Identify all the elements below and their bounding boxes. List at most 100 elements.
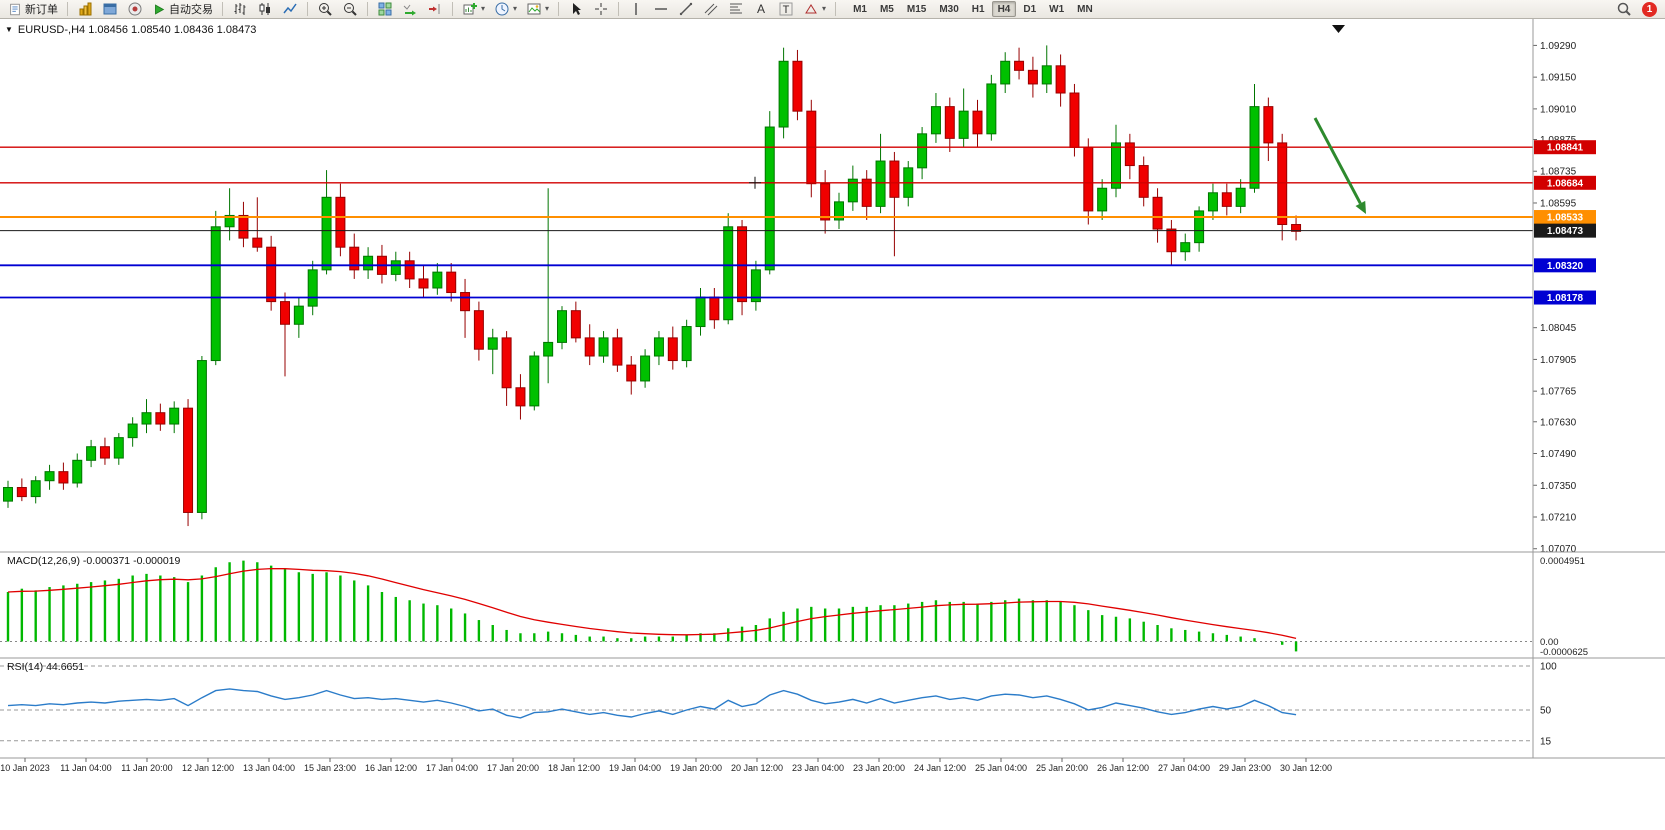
timeframe-button-W1[interactable]: W1: [1049, 3, 1065, 15]
shapes-dropdown[interactable]: ▾: [799, 1, 830, 18]
vertical-line-icon: [635, 3, 637, 15]
template-dropdown[interactable]: ▾: [522, 1, 553, 18]
cursor-tool-button[interactable]: [564, 1, 588, 18]
notification-badge[interactable]: 1: [1642, 1, 1657, 17]
zoom-in-icon: [319, 3, 332, 16]
search-button[interactable]: [1612, 1, 1636, 18]
candle-body: [86, 446, 97, 461]
dropdown-caret-icon: ▾: [545, 4, 550, 13]
period-dropdown[interactable]: ▾: [490, 1, 521, 18]
candle-body: [1138, 165, 1149, 198]
bar-chart-button[interactable]: [228, 1, 252, 18]
candle-body: [1083, 146, 1094, 212]
time-axis-label: 12 Jan 12:00: [182, 763, 234, 773]
candle-body: [1207, 192, 1218, 212]
zoom-in-button[interactable]: [313, 1, 337, 18]
candle-body: [986, 83, 997, 135]
dropdown-caret-icon: ▾: [513, 4, 518, 13]
candle-body: [183, 407, 194, 513]
candle-body: [543, 341, 554, 357]
charts-button[interactable]: [73, 1, 97, 18]
alerts-icon: [128, 2, 142, 16]
alerts-button[interactable]: [123, 1, 147, 18]
rsi-label: RSI(14) 44.6651: [7, 661, 85, 673]
channel-tool[interactable]: [699, 1, 723, 18]
zoom-out-icon: [344, 3, 357, 16]
time-axis-label: 23 Jan 20:00: [853, 763, 905, 773]
timeframe-button-M30[interactable]: M30: [939, 3, 959, 15]
price-badge-label: 1.08684: [1547, 178, 1584, 189]
candle-body: [390, 260, 401, 275]
time-axis-label: 29 Jan 23:00: [1219, 763, 1271, 773]
crosshair-tool-button[interactable]: [589, 1, 613, 18]
candle-body: [1180, 242, 1191, 253]
line-chart-icon: [283, 3, 297, 14]
timeframe-button-M1[interactable]: M1: [853, 3, 867, 15]
dropdown-caret-icon: ▾: [481, 4, 486, 13]
crosshair-icon: [595, 3, 608, 15]
rsi-pane: 100 50 15: [0, 662, 1557, 747]
price-axis-label: 1.09290: [1540, 41, 1577, 52]
rsi-axis-label: 100: [1540, 662, 1557, 673]
timeframe-button-M5[interactable]: M5: [879, 3, 894, 15]
fibonacci-tool[interactable]: [724, 1, 748, 18]
price-badge: [1534, 223, 1596, 238]
candle-body: [224, 214, 235, 228]
candle-body: [1014, 60, 1025, 71]
line-chart-button[interactable]: [278, 1, 302, 18]
time-axis-label: 23 Jan 04:00: [792, 763, 844, 773]
trendline-tool[interactable]: [674, 1, 698, 18]
candle-body: [750, 269, 761, 303]
chart-shift-button[interactable]: [423, 1, 447, 18]
timeframe-button-H4[interactable]: H4: [991, 1, 1017, 17]
timeframe-button-M15[interactable]: M15: [906, 3, 927, 15]
new-order-button[interactable]: 新订单: [4, 1, 62, 18]
arrow-shaft[interactable]: [1313, 117, 1362, 205]
candle-body: [667, 337, 678, 362]
auto-scroll-button[interactable]: [398, 1, 422, 18]
horizontal-line-tool[interactable]: [649, 1, 673, 18]
candle-body: [501, 337, 512, 389]
zoom-out-button[interactable]: [338, 1, 362, 18]
candle-body: [58, 471, 69, 484]
candle-body: [210, 226, 221, 362]
collapse-arrow-icon[interactable]: ▼: [5, 25, 13, 34]
candlestick-series: [3, 45, 1302, 527]
text-label-tool[interactable]: T: [774, 1, 798, 18]
macd-label: MACD(12,26,9) -0.000371 -0.000019: [7, 555, 181, 567]
time-axis-label: 25 Jan 04:00: [975, 763, 1027, 773]
tile-windows-button[interactable]: [373, 1, 397, 18]
new-chart-dropdown[interactable]: ▾: [458, 1, 489, 18]
candle-body: [598, 337, 609, 357]
toolbar-separator: [558, 2, 560, 16]
candle-body: [280, 301, 290, 325]
time-axis-label: 25 Jan 20:00: [1036, 763, 1088, 773]
candlestick-chart-button[interactable]: [253, 1, 277, 18]
timeframe-button-D1[interactable]: D1: [1023, 3, 1037, 15]
text-tool[interactable]: A: [749, 1, 773, 18]
price-badge: [1534, 140, 1596, 155]
price-badge-label: 1.08841: [1547, 143, 1584, 154]
candle-body: [363, 255, 374, 271]
price-axis-label: 1.07070: [1540, 544, 1577, 555]
timeframe-button-H1[interactable]: H1: [971, 3, 985, 15]
time-axis-label: 19 Jan 20:00: [670, 763, 722, 773]
profiles-button[interactable]: [98, 1, 122, 18]
candle-body: [1291, 224, 1302, 232]
candle-body: [473, 310, 484, 350]
price-axis-label: 1.09010: [1540, 104, 1577, 115]
autotrading-button[interactable]: 自动交易: [148, 1, 217, 18]
chart-shift-icon: [429, 4, 440, 14]
price-badge: [1534, 258, 1596, 273]
gold-chart-icon: [79, 2, 92, 16]
new-chart-icon: [463, 3, 477, 15]
candle-body: [861, 178, 872, 207]
timeframe-button-MN[interactable]: MN: [1077, 3, 1093, 15]
candle-body: [792, 60, 803, 112]
search-icon: [1617, 2, 1631, 16]
vertical-line-tool[interactable]: [624, 1, 648, 18]
chart-shift-marker[interactable]: [1332, 25, 1345, 33]
horizontal-line-icon: [655, 8, 668, 10]
fibonacci-icon: [730, 3, 743, 14]
